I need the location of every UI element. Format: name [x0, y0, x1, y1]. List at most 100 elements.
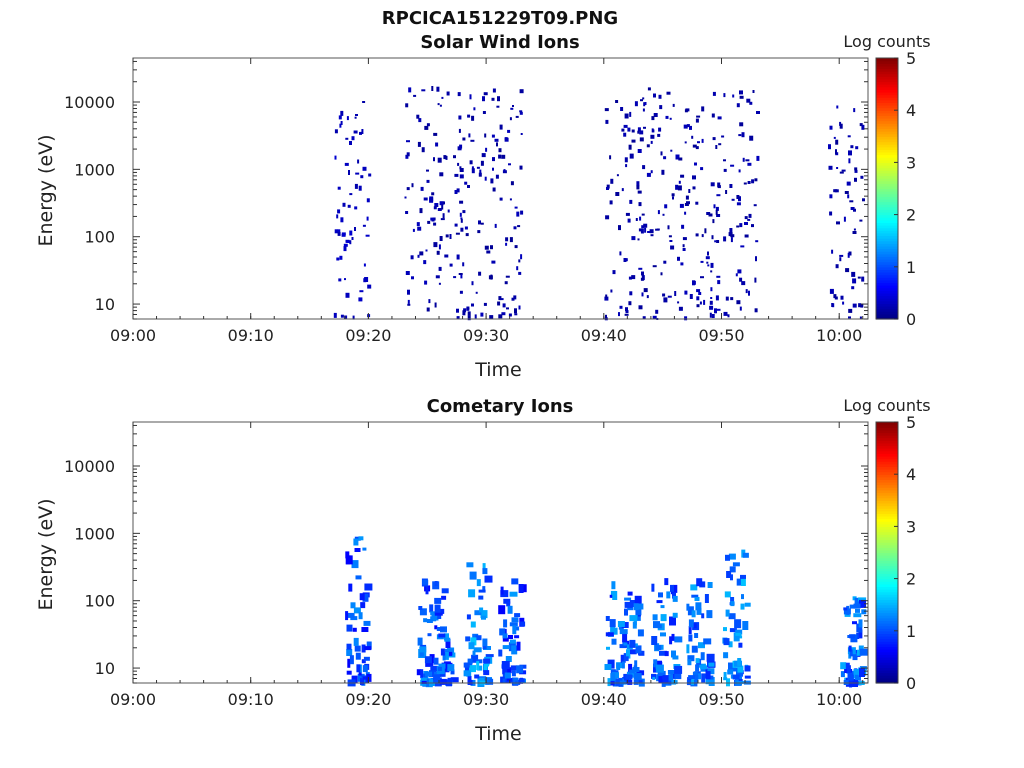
colorbar-segment — [876, 531, 898, 535]
colorbar-segment — [876, 78, 898, 83]
x-tick-label: 09:00 — [110, 690, 156, 709]
spectrogram-cell — [650, 170, 653, 174]
spectrogram-cell — [695, 233, 699, 237]
spectrogram-cell — [624, 157, 628, 163]
spectrogram-cell — [605, 314, 607, 319]
spectrogram-cell — [747, 218, 751, 221]
spectrogram-cell — [839, 257, 842, 262]
spectrogram-cell — [444, 254, 449, 258]
spectrogram-cell — [635, 606, 642, 616]
spectrogram-cell — [456, 316, 460, 320]
spectrogram-cell — [424, 125, 429, 130]
spectrogram-cell — [747, 181, 751, 184]
spectrogram-cell — [417, 226, 422, 231]
spectrogram-cell — [682, 248, 686, 251]
colorbar-segment — [876, 73, 898, 77]
spectrogram-cell — [710, 297, 713, 299]
spectrogram-cell — [724, 591, 731, 598]
spectrogram-cell — [754, 277, 757, 283]
spectrogram-cell — [488, 275, 493, 280]
spectrogram-cell — [520, 254, 523, 260]
spectrogram-cell — [646, 295, 649, 299]
colorbar-segment — [876, 476, 898, 481]
spectrogram-cell — [490, 245, 493, 250]
colorbar-segment — [876, 217, 898, 221]
spectrogram-cell — [485, 147, 488, 152]
colorbar-segment — [876, 667, 898, 671]
spectrogram-cell — [359, 131, 362, 135]
spectrogram-cell — [511, 645, 518, 655]
spectrogram-cell — [735, 629, 743, 635]
spectrogram-cell — [710, 270, 713, 273]
spectrogram-cell — [725, 609, 730, 617]
spectrogram-cell — [454, 173, 459, 177]
spectrogram-cell — [469, 160, 473, 165]
spectrogram-cell — [672, 196, 674, 200]
spectrogram-cell — [362, 224, 366, 227]
spectrogram-cell — [606, 187, 609, 190]
spectrogram-cell — [352, 315, 355, 320]
spectrogram-cell — [748, 213, 752, 218]
colorbar-segment — [876, 227, 898, 231]
spectrogram-cell — [688, 626, 692, 635]
spectrogram-cell — [859, 219, 863, 222]
spectrogram-cell — [679, 203, 684, 208]
colorbar-segment — [876, 474, 898, 478]
spectrogram-cell — [505, 275, 510, 278]
spectrogram-cell — [697, 141, 700, 144]
spectrogram-cell — [509, 622, 518, 627]
spectrogram-cell — [723, 627, 727, 632]
x-tick-label: 09:40 — [581, 690, 627, 709]
spectrogram-cell — [749, 101, 753, 105]
spectrogram-cell — [718, 143, 722, 146]
spectrogram-cell — [735, 632, 742, 636]
spectrogram-cell — [445, 639, 451, 648]
colorbar-segment — [876, 675, 898, 679]
spectrogram-cell — [650, 140, 653, 144]
spectrogram-cell — [855, 671, 861, 681]
spectrogram-cell — [667, 670, 676, 674]
spectrogram-cell — [460, 218, 463, 223]
spectrogram-cell — [696, 304, 700, 308]
spectrogram-cell — [612, 591, 618, 600]
colorbar-segment — [876, 68, 898, 72]
spectrogram-cell — [436, 627, 445, 631]
colorbar-segment — [876, 484, 898, 488]
spectrogram-cell — [629, 291, 633, 296]
colorbar-segment — [876, 669, 898, 674]
spectrogram-cell — [436, 250, 440, 255]
spectrogram-cell — [416, 114, 420, 119]
spectrogram-cell — [710, 182, 715, 187]
spectrogram-cell — [426, 123, 430, 127]
spectrogram-cell — [482, 563, 486, 572]
spectrogram-cell — [848, 316, 851, 319]
spectrogram-cell — [692, 186, 696, 190]
colorbar-segment — [876, 240, 898, 244]
spectrogram-cell — [468, 133, 471, 138]
colorbar-segment — [876, 659, 898, 663]
spectrogram-cell — [420, 669, 424, 679]
colorbar-segment — [876, 175, 898, 179]
spectrogram-cell — [738, 196, 741, 202]
spectrogram-cell — [434, 612, 443, 616]
colorbar-segment — [876, 453, 898, 457]
spectrogram-cell — [643, 102, 646, 107]
spectrogram-cell — [468, 642, 475, 650]
spectrogram-cell — [474, 674, 480, 679]
spectrogram-cell — [405, 211, 409, 214]
colorbar-segment — [876, 138, 898, 143]
colorbar-segment — [876, 104, 898, 109]
spectrogram-cell — [621, 622, 629, 628]
spectrogram-cell — [354, 548, 361, 552]
spectrogram-cell — [357, 673, 365, 682]
colorbar-segment — [876, 450, 898, 454]
spectrogram-cell — [843, 216, 846, 222]
spectrogram-cell — [638, 305, 643, 310]
spectrogram-cell — [627, 591, 633, 596]
spectrogram-cell — [434, 625, 438, 630]
spectrogram-cell — [852, 621, 857, 625]
spectrogram-cell — [696, 578, 703, 587]
colorbar-segment — [876, 502, 898, 507]
spectrogram-cell — [674, 672, 682, 680]
